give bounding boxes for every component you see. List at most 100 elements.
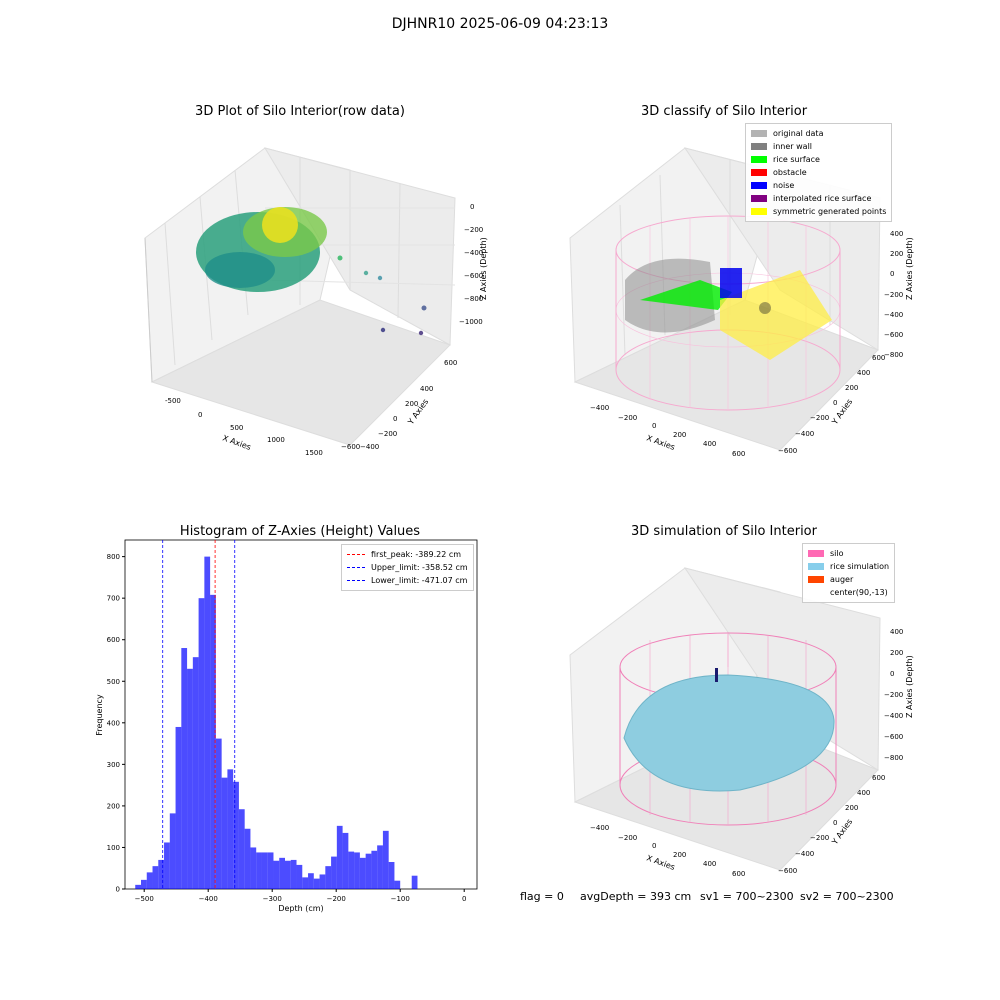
classify-x-label: X Axies	[645, 433, 676, 452]
histogram-bar	[175, 726, 182, 889]
histogram-bar	[181, 648, 188, 889]
raw-3d-plot: -500 0 500 1000 1500 X Axies 600 400 200…	[144, 147, 488, 457]
classify-xtick: −400	[590, 404, 609, 412]
raw-xtick: 0	[198, 411, 202, 419]
sim-ytick: 400	[857, 789, 870, 797]
histogram-y-label: Frequency	[95, 694, 104, 736]
legend-item-interpolated: interpolated rice surface	[751, 192, 886, 205]
histogram-bar	[215, 738, 222, 889]
legend-item-original-data: original data	[751, 127, 886, 140]
rice-simulation-surface	[623, 674, 835, 792]
histogram-bar	[279, 857, 285, 889]
classify-ztick: −600	[884, 331, 903, 339]
legend-item-first-peak: first_peak: -389.22 cm	[347, 548, 468, 561]
histogram-legend: first_peak: -389.22 cm Upper_limit: -358…	[341, 544, 474, 591]
histogram-bar	[169, 813, 176, 889]
classify-ytick: 200	[845, 384, 858, 392]
histogram-bar	[388, 861, 395, 889]
histogram-bar	[371, 850, 378, 889]
histogram-bar	[290, 859, 297, 889]
histogram-bar	[261, 852, 268, 889]
classify-legend: original data inner wall rice surface ob…	[745, 123, 893, 222]
sim-ytick: −200	[810, 834, 829, 842]
status-avg-depth: avgDepth = 393 cm	[580, 890, 692, 903]
histogram-title: Histogram of Z-Axies (Height) Values	[179, 524, 421, 539]
sim-ztick: 400	[890, 628, 903, 636]
status-flag: flag = 0	[520, 890, 564, 903]
histogram-bar	[256, 852, 262, 889]
histogram-bar	[331, 856, 337, 889]
histogram-bar	[336, 825, 343, 889]
classify-plot-title: 3D classify of Silo Interior	[640, 104, 808, 119]
sim-xtick: 600	[732, 870, 745, 878]
histogram-bar	[158, 859, 165, 889]
raw-xtick: 1000	[267, 436, 285, 444]
legend-swatch	[808, 576, 824, 583]
sim-xtick: 0	[652, 842, 656, 850]
legend-swatch	[808, 589, 824, 596]
classify-ytick: 400	[857, 369, 870, 377]
simulation-legend: silo rice simulation auger center(90,-13…	[802, 543, 896, 603]
histogram-bar	[221, 777, 228, 889]
simulation-plot-title: 3D simulation of Silo Interior	[631, 524, 817, 539]
histogram-bar	[146, 872, 153, 889]
legend-swatch	[808, 563, 824, 570]
histogram-bar	[164, 842, 170, 889]
histogram-ytick-label: 0	[116, 886, 120, 894]
histogram-bar	[141, 879, 147, 889]
classify-ytick: −600	[778, 447, 797, 455]
raw-ztick: −1000	[459, 318, 483, 326]
histogram-xtick-label: −500	[135, 895, 154, 903]
histogram-bar	[325, 866, 332, 889]
sim-xtick: 400	[703, 860, 716, 868]
raw-ytick: 200	[405, 400, 418, 408]
classify-z-ticks: 400 200 0 −200 −400 −600 −800	[884, 230, 903, 359]
histogram-bar	[238, 809, 245, 889]
legend-item-upper-limit: Upper_limit: -358.52 cm	[347, 561, 468, 574]
histogram-bar	[296, 864, 303, 889]
legend-item-lower-limit: Lower_limit: -471.07 cm	[347, 574, 468, 587]
legend-swatch	[751, 182, 767, 189]
raw-z-ticks: 0 −200 −400 −600 −800 −1000	[459, 203, 483, 326]
histogram-ytick-label: 300	[107, 761, 120, 769]
raw-x-label: X Axies	[221, 433, 252, 452]
raw-ytick: −200	[378, 430, 397, 438]
classify-ztick: 200	[890, 250, 903, 258]
histogram-ytick-label: 700	[107, 595, 120, 603]
classify-3d-plot: −400 −200 0 200 400 600 X Axies 600 400 …	[569, 147, 914, 458]
histogram-bar	[227, 769, 234, 889]
histogram-ytick-label: 100	[107, 844, 120, 852]
raw-xtick: 1500	[305, 449, 323, 457]
histogram-ytick-label: 600	[107, 636, 120, 644]
legend-item-obstacle: obstacle	[751, 166, 886, 179]
histogram-ytick-label: 800	[107, 553, 120, 561]
histogram-xtick-label: −200	[327, 895, 346, 903]
classify-ytick: 600	[872, 354, 885, 362]
histogram-bar	[273, 860, 280, 889]
sim-x-ticks: −400 −200 0 200 400 600	[590, 824, 745, 878]
raw-ytick: −400	[360, 443, 379, 451]
legend-item-noise: noise	[751, 179, 886, 192]
raw-xtick: -500	[165, 397, 181, 405]
raw-ytick: 600	[444, 359, 457, 367]
histogram-bar	[411, 875, 418, 889]
sim-xtick: −200	[618, 834, 637, 842]
status-sv1: sv1 = 700~2300	[700, 890, 794, 903]
classify-xtick: 200	[673, 431, 686, 439]
legend-swatch	[751, 195, 767, 202]
histogram-bar	[204, 556, 211, 889]
sim-z-ticks: 400 200 0 −200 −400 −600 −800	[884, 628, 903, 762]
classify-ytick: −400	[795, 430, 814, 438]
legend-item-silo: silo	[808, 547, 889, 560]
raw-ytick: 400	[420, 385, 433, 393]
histogram-ytick-label: 500	[107, 678, 120, 686]
histogram-ytick-label: 400	[107, 719, 120, 727]
classify-ztick: −800	[884, 351, 903, 359]
histogram-bar	[394, 880, 401, 889]
classify-xtick: −200	[618, 414, 637, 422]
raw-ztick: −400	[464, 249, 483, 257]
histogram-chart: −500 −400 −300 −200 −100 0 0 100 200 300 400 500 60…	[95, 539, 478, 913]
histogram-x-ticks: −500 −400 −300 −200 −100 0	[135, 889, 466, 903]
legend-item-inner-wall: inner wall	[751, 140, 886, 153]
histogram-xtick-label: −300	[263, 895, 282, 903]
